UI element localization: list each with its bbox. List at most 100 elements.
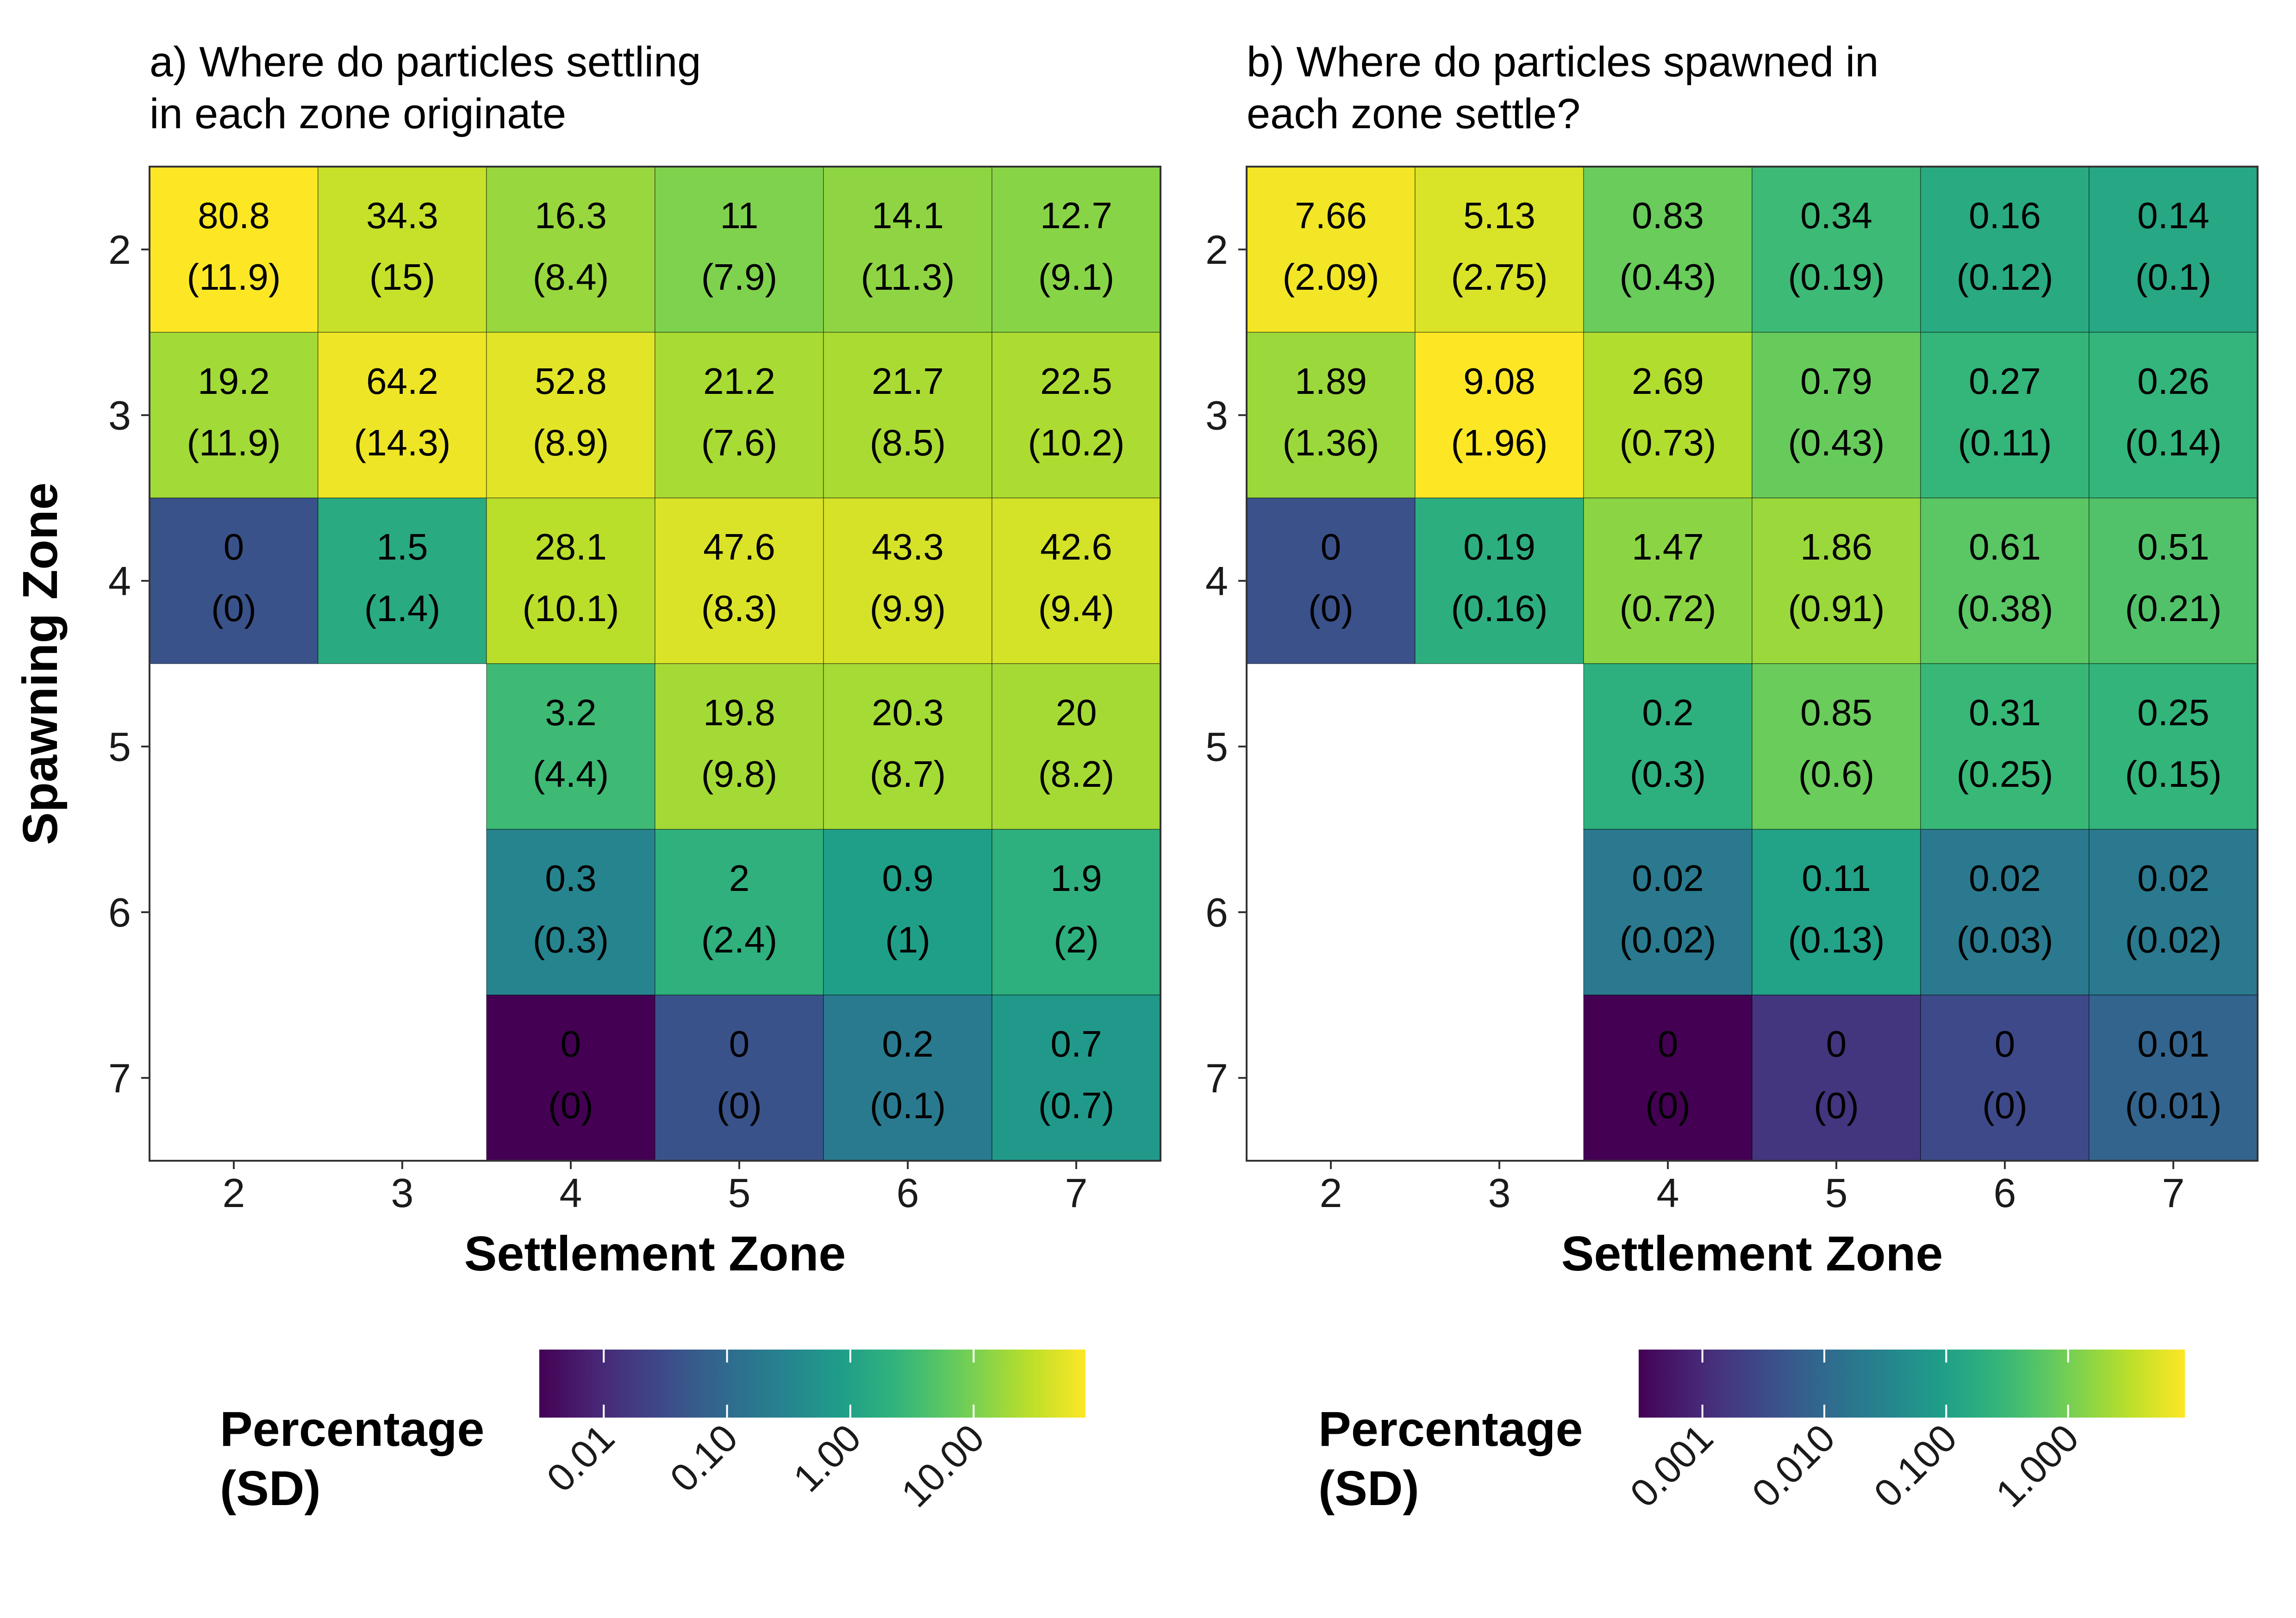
cell-value-label: 64.2: [366, 361, 438, 402]
heatmap-cell: [486, 332, 655, 498]
heatmap-cell: [992, 166, 1161, 333]
cell-value-label: 1.5: [376, 526, 428, 567]
cell-value-label: 28.1: [535, 526, 607, 567]
heatmap-cell: [992, 995, 1161, 1161]
heatmap-cell: [2089, 663, 2258, 830]
y-tick-label: 5: [1205, 724, 1228, 770]
cell-sd-label: (7.9): [701, 256, 778, 298]
heatmap-cell: [2089, 166, 2258, 333]
heatmap-cell: [992, 829, 1161, 996]
heatmap-cell: [1246, 332, 1416, 498]
cell-sd-label: (0.02): [1620, 919, 1716, 960]
cell-value-label: 47.6: [703, 526, 775, 567]
heatmap-cell: [1583, 332, 1753, 498]
cell-sd-label: (2.4): [701, 919, 778, 960]
cell-value-label: 20: [1056, 692, 1097, 733]
cell-sd-label: (0.6): [1798, 753, 1875, 795]
colorbar-tick-label: 1.000: [1987, 1416, 2087, 1515]
x-tick-label: 7: [1065, 1170, 1088, 1216]
colorbar-tick-label: 0.10: [661, 1416, 746, 1500]
cell-sd-label: (0.13): [1788, 919, 1885, 960]
cell-sd-label: (8.9): [533, 422, 609, 463]
chart-title-line: a) Where do particles settling: [150, 38, 701, 86]
heatmap-cell: [1583, 498, 1753, 664]
y-tick-label: 4: [1205, 558, 1228, 604]
cell-value-label: 80.8: [198, 195, 270, 236]
heatmap-cell: [1583, 995, 1753, 1161]
heatmap-cell: [318, 166, 487, 333]
legend-title-line: Percentage: [220, 1402, 485, 1456]
cell-value-label: 0.7: [1050, 1023, 1102, 1064]
plot-frame: [1246, 166, 2259, 1162]
heatmap-cell: [992, 498, 1161, 664]
cell-value-label: 0: [1321, 526, 1341, 567]
heatmap-cell: [149, 498, 318, 664]
heatmap-cell: [1246, 166, 1416, 333]
cell-sd-label: (0.3): [533, 919, 609, 960]
heatmap-cell: [823, 498, 992, 664]
chart-title-line: each zone settle?: [1247, 90, 1580, 137]
chart-title-line: in each zone originate: [150, 90, 566, 137]
heatmap-cell: [655, 166, 824, 333]
cell-sd-label: (0.25): [1957, 753, 2053, 795]
cell-value-label: 43.3: [872, 526, 944, 567]
cell-sd-label: (0.1): [870, 1085, 946, 1126]
cell-sd-label: (0.19): [1788, 256, 1885, 298]
x-tick-label: 2: [1320, 1170, 1342, 1216]
heatmap-cell: [1920, 829, 2090, 996]
colorbar-tick-label: 0.010: [1744, 1416, 1843, 1515]
cell-value-label: 42.6: [1040, 526, 1112, 567]
heatmap-cell: [1415, 332, 1584, 498]
cell-value-label: 0.51: [2137, 526, 2209, 567]
cell-value-label: 0.83: [1632, 195, 1704, 236]
cell-value-label: 19.8: [703, 692, 775, 733]
cell-sd-label: (0.3): [1630, 753, 1706, 795]
heatmap-cell: [655, 498, 824, 664]
heatmap-cell: [1583, 829, 1753, 996]
chart-title-line: b) Where do particles spawned in: [1247, 38, 1878, 86]
cell-sd-label: (0): [548, 1085, 593, 1126]
cell-sd-label: (0.73): [1620, 422, 1716, 463]
heatmap-cell: [1752, 995, 1921, 1161]
legend-title-line: Percentage: [1318, 1402, 1583, 1456]
cell-sd-label: (15): [369, 256, 435, 298]
cell-sd-label: (0): [211, 588, 256, 629]
heatmap-cell: [1920, 332, 2090, 498]
cell-value-label: 0.11: [1802, 858, 1871, 899]
cell-sd-label: (7.6): [701, 422, 778, 463]
heatmap-cell: [992, 332, 1161, 498]
cell-value-label: 16.3: [535, 195, 607, 236]
cell-sd-label: (11.9): [187, 256, 281, 298]
cell-sd-label: (9.1): [1038, 256, 1115, 298]
x-tick-label: 6: [1994, 1170, 2016, 1216]
cell-sd-label: (9.8): [701, 753, 778, 795]
heatmap-cell: [1583, 663, 1753, 830]
heatmap-cell: [2089, 829, 2258, 996]
cell-value-label: 0.02: [1969, 858, 2041, 899]
heatmap-cell: [486, 995, 655, 1161]
x-tick-label: 4: [560, 1170, 582, 1216]
cell-value-label: 0.79: [1800, 361, 1872, 402]
cell-sd-label: (11.9): [187, 422, 281, 463]
heatmap-cell: [655, 663, 824, 830]
cell-value-label: 0.61: [1969, 526, 2041, 567]
cell-value-label: 0.02: [1632, 858, 1704, 899]
cell-value-label: 0.9: [882, 858, 933, 899]
x-tick-label: 3: [1488, 1170, 1511, 1216]
cell-value-label: 5.13: [1463, 195, 1535, 236]
cell-value-label: 21.7: [872, 361, 944, 402]
heatmap-cell: [1920, 498, 2090, 664]
colorbar: [1639, 1350, 2185, 1418]
cell-value-label: 1.9: [1050, 858, 1102, 899]
heatmap-cell: [1752, 663, 1921, 830]
cell-value-label: 0.34: [1800, 195, 1872, 236]
cell-value-label: 0.25: [2137, 692, 2209, 733]
cell-sd-label: (1.96): [1451, 422, 1548, 463]
cell-value-label: 0.26: [2137, 361, 2209, 402]
cell-value-label: 34.3: [366, 195, 438, 236]
legend-title-line: (SD): [1318, 1461, 1419, 1516]
colorbar-tick-label: 0.001: [1622, 1416, 1721, 1515]
plot-frame: [149, 166, 1161, 1162]
cell-value-label: 3.2: [545, 692, 596, 733]
x-tick-label: 5: [728, 1170, 751, 1216]
